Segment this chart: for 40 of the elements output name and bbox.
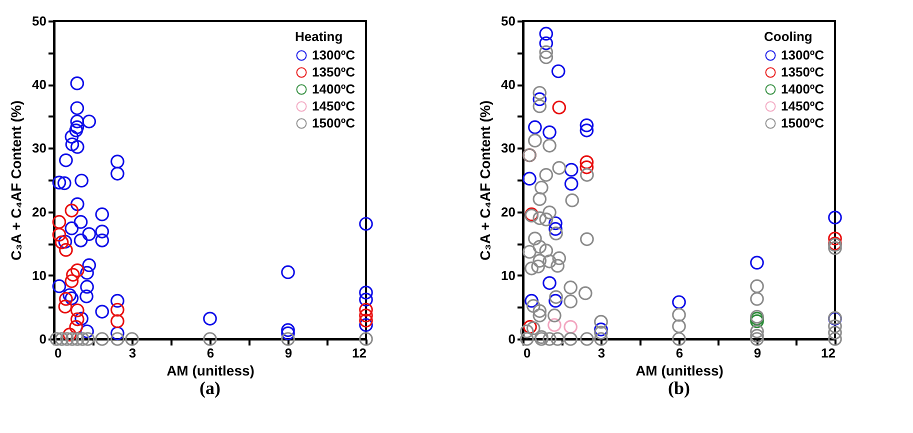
y-tick-label: 30 bbox=[501, 140, 516, 156]
x-tick-label: 0 bbox=[54, 346, 62, 360]
y-tick-label: 30 bbox=[32, 140, 46, 156]
y-tick-label: 50 bbox=[32, 14, 46, 28]
y-tick-label: 10 bbox=[501, 268, 516, 283]
x-tick-label: 6 bbox=[676, 346, 684, 360]
x-tick-label: 3 bbox=[598, 346, 606, 360]
x-axis-title: AM (unitless) bbox=[636, 362, 724, 378]
y-tick-label: 40 bbox=[32, 77, 46, 92]
legend-title: Cooling bbox=[764, 29, 812, 44]
legend-label: 1500ºC bbox=[781, 116, 825, 130]
legend-label: 1350ºC bbox=[312, 64, 356, 80]
y-tick-label: 10 bbox=[32, 268, 46, 283]
y-tick-label: 40 bbox=[501, 77, 516, 92]
y-tick-label: 20 bbox=[501, 204, 516, 220]
legend-label: 1500ºC bbox=[312, 116, 356, 130]
x-tick-label: 9 bbox=[754, 346, 762, 360]
x-tick-label: 12 bbox=[821, 346, 836, 360]
x-tick-label: 12 bbox=[352, 346, 366, 360]
y-tick-label: 50 bbox=[501, 14, 516, 28]
x-tick-label: 9 bbox=[284, 346, 292, 360]
text: (b) bbox=[668, 378, 690, 398]
y-tick-label: 20 bbox=[32, 204, 46, 220]
legend-label: 1350ºC bbox=[781, 64, 825, 80]
x-axis-title: AM (unitless) bbox=[166, 362, 254, 378]
legend-title: Heating bbox=[295, 29, 343, 44]
x-tick-label: 6 bbox=[206, 346, 214, 360]
legend-label: 1450ºC bbox=[781, 98, 825, 114]
y-axis-title: C₃A + C₄AF Content (%) bbox=[477, 100, 494, 261]
legend-label: 1300ºC bbox=[312, 48, 356, 62]
y-tick-label: 0 bbox=[508, 332, 516, 346]
y-tick-label: 0 bbox=[39, 332, 46, 346]
legend-label: 1300ºC bbox=[781, 48, 825, 62]
text: (a) bbox=[200, 378, 220, 398]
legend-label: 1400ºC bbox=[781, 82, 825, 96]
x-tick-label: 0 bbox=[524, 346, 531, 360]
x-tick-label: 3 bbox=[128, 346, 136, 360]
y-axis-title: C₃A + C₄AF Content (%) bbox=[8, 100, 24, 261]
legend-label: 1450ºC bbox=[312, 98, 356, 114]
legend-label: 1400ºC bbox=[312, 82, 356, 96]
